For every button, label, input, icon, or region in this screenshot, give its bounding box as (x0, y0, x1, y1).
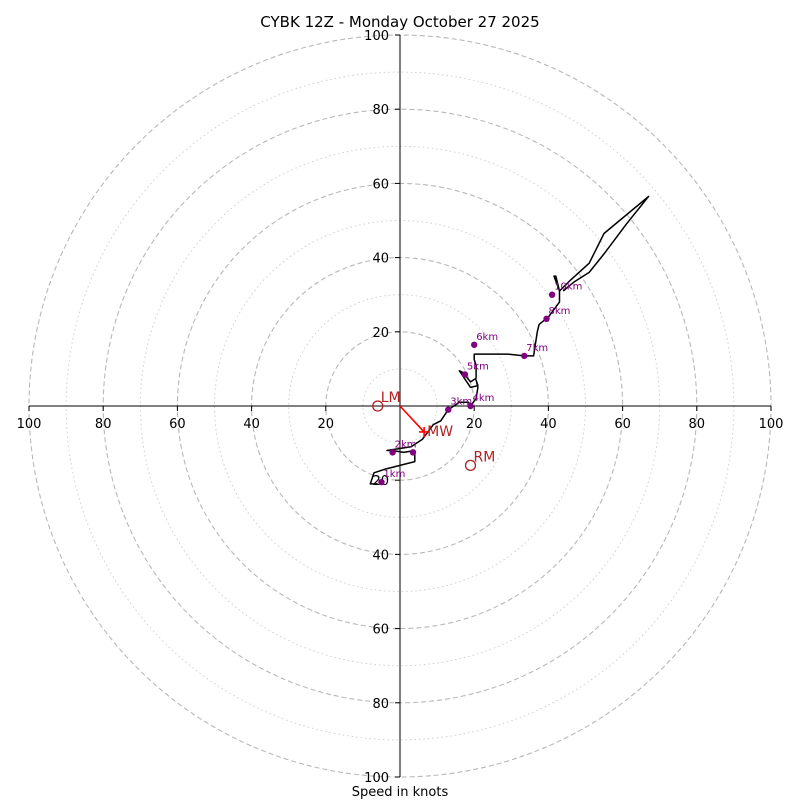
wind-profile (369, 195, 650, 485)
y-tick-label: 40 (372, 252, 389, 267)
rm-motion-label: RM (473, 449, 495, 465)
x-tick-label: 40 (540, 417, 557, 432)
height-marker-label: 8km (549, 306, 571, 317)
height-marker-point (389, 449, 396, 456)
x-tick-label: 20 (318, 417, 335, 432)
y-tick-label: 60 (372, 177, 389, 192)
height-marker-label: 4km (472, 393, 494, 404)
y-tick-label: 100 (364, 29, 389, 44)
lm-motion-marker (372, 400, 384, 412)
y-tick-label: 40 (372, 548, 389, 563)
x-tick-label: 60 (614, 417, 631, 432)
mean-wind-vector (399, 405, 425, 433)
wind-profile-line (369, 195, 650, 485)
height-marker-point (467, 402, 474, 410)
mean-wind-marker (419, 426, 430, 437)
height-marker-label: 10km (554, 282, 582, 293)
rm-motion-marker (464, 459, 477, 472)
height-marker-label: 3km (450, 397, 472, 408)
height-marker-label: 1km (383, 469, 405, 480)
height-marker-label: 6km (476, 332, 498, 343)
lm-motion-label: LM (381, 390, 401, 406)
y-tick-label: 100 (364, 771, 389, 786)
height-marker-point (378, 478, 385, 486)
y-tick-label: 80 (372, 103, 389, 118)
y-tick-label: 20 (372, 326, 389, 341)
y-tick-label: 60 (372, 623, 389, 638)
x-tick-label: 80 (95, 417, 112, 432)
x-tick-label: 40 (243, 417, 260, 432)
storm-motion: LM RM MW (372, 390, 495, 472)
height-marker-point (471, 341, 478, 348)
height-marker-point (409, 449, 417, 456)
y-tick-label: 80 (372, 697, 389, 712)
x-axis-label: Speed in knots (352, 785, 449, 800)
axis-ticks: 1008060402020406080100100806040202040608… (17, 29, 784, 786)
chart-title: CYBK 12Z - Monday October 27 2025 (260, 13, 539, 31)
x-tick-label: 60 (169, 417, 186, 432)
height-marker-point (445, 406, 452, 413)
height-marker-label: 5km (467, 361, 489, 372)
height-marker-label: 2km (395, 439, 417, 450)
height-marker-point (521, 352, 528, 360)
height-marker-point (461, 371, 469, 378)
height-marker-label: 7km (526, 343, 548, 354)
x-tick-label: 100 (17, 417, 42, 432)
x-tick-label: 100 (759, 417, 784, 432)
x-tick-label: 80 (689, 417, 706, 432)
height-markers: 1km 2km 3km 4km 5km 6km 7km 8km 10km (378, 282, 582, 486)
height-marker-point (548, 291, 556, 298)
mean-wind-label: MW (427, 424, 453, 440)
x-tick-label: 20 (466, 417, 483, 432)
height-marker-point (543, 315, 550, 323)
